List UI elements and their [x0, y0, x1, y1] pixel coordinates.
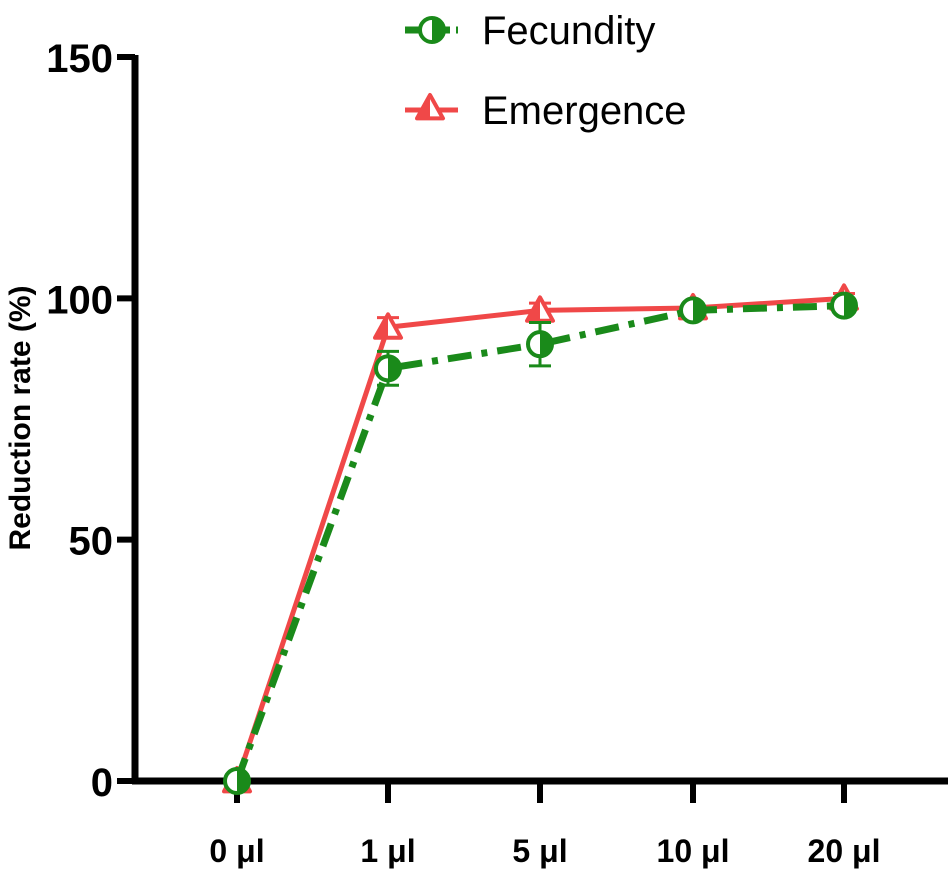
legend-label-emergence: Emergence	[482, 89, 687, 133]
data-point-emergence-1	[373, 312, 403, 340]
y-tick-label-100: 100	[46, 278, 113, 322]
y-tick-label-50: 50	[69, 520, 114, 564]
legend-swatch-fecundity	[405, 16, 458, 44]
data-point-fecundity-4	[830, 291, 858, 320]
axes: 0 50 100 150 0 μl 1 μl 5 μl 10 μl 20 μl	[46, 37, 948, 869]
legend-marker-fecundity	[418, 16, 446, 44]
series-layer	[222, 283, 859, 795]
series-fecundity	[223, 291, 858, 795]
x-tick-label-0: 0 μl	[209, 833, 264, 869]
y-axis-title: Reduction rate (%)	[4, 285, 37, 550]
x-tick-label-1: 1 μl	[360, 833, 415, 869]
x-tick-label-3: 10 μl	[657, 833, 730, 869]
data-point-fecundity-0	[223, 767, 251, 795]
x-tick-label-2: 5 μl	[512, 833, 567, 869]
x-tick-label-4: 20 μl	[808, 833, 881, 869]
data-point-emergence-2	[525, 295, 555, 323]
legend: Fecundity Emergence	[405, 9, 687, 133]
data-point-fecundity-3	[679, 296, 707, 325]
y-tick-label-0: 0	[91, 761, 113, 805]
legend-label-fecundity: Fecundity	[482, 9, 655, 53]
data-point-fecundity-2	[526, 330, 554, 359]
y-tick-label-150: 150	[46, 37, 113, 81]
legend-swatch-emergence	[405, 93, 458, 121]
data-point-fecundity-1	[374, 354, 402, 383]
series-line-fecundity	[233, 302, 845, 783]
legend-marker-emergence	[415, 93, 445, 121]
